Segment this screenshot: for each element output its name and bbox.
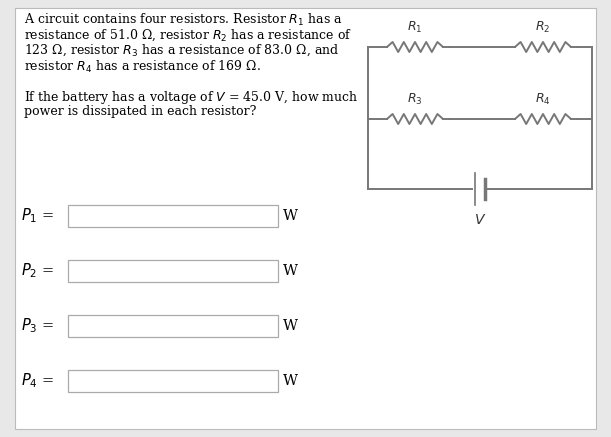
Text: 123 Ω, resistor $R_3$ has a resistance of 83.0 Ω, and: 123 Ω, resistor $R_3$ has a resistance o…: [24, 43, 339, 59]
Text: If the battery has a voltage of $V$ = 45.0 V, how much: If the battery has a voltage of $V$ = 45…: [24, 90, 358, 107]
FancyBboxPatch shape: [68, 205, 278, 227]
FancyBboxPatch shape: [68, 370, 278, 392]
FancyBboxPatch shape: [68, 315, 278, 337]
FancyBboxPatch shape: [15, 8, 596, 429]
Text: $V$: $V$: [474, 213, 486, 227]
Text: $R_1$: $R_1$: [408, 20, 423, 35]
Text: $R_4$: $R_4$: [535, 92, 551, 107]
Text: W: W: [283, 374, 298, 388]
Text: $P_1$ =: $P_1$ =: [21, 207, 54, 225]
Text: $P_4$ =: $P_4$ =: [21, 371, 54, 390]
Text: resistance of 51.0 Ω, resistor $R_2$ has a resistance of: resistance of 51.0 Ω, resistor $R_2$ has…: [24, 28, 352, 43]
Text: resistor $R_4$ has a resistance of 169 Ω.: resistor $R_4$ has a resistance of 169 Ω…: [24, 59, 261, 75]
Text: power is dissipated in each resistor?: power is dissipated in each resistor?: [24, 105, 257, 118]
Text: A circuit contains four resistors. Resistor $R_1$ has a: A circuit contains four resistors. Resis…: [24, 12, 343, 28]
Text: $R_3$: $R_3$: [407, 92, 423, 107]
Text: $P_2$ =: $P_2$ =: [21, 262, 54, 281]
Text: $R_2$: $R_2$: [535, 20, 551, 35]
Text: W: W: [283, 319, 298, 333]
Text: W: W: [283, 264, 298, 278]
Text: $P_3$ =: $P_3$ =: [21, 317, 54, 335]
FancyBboxPatch shape: [68, 260, 278, 282]
Text: W: W: [283, 209, 298, 223]
